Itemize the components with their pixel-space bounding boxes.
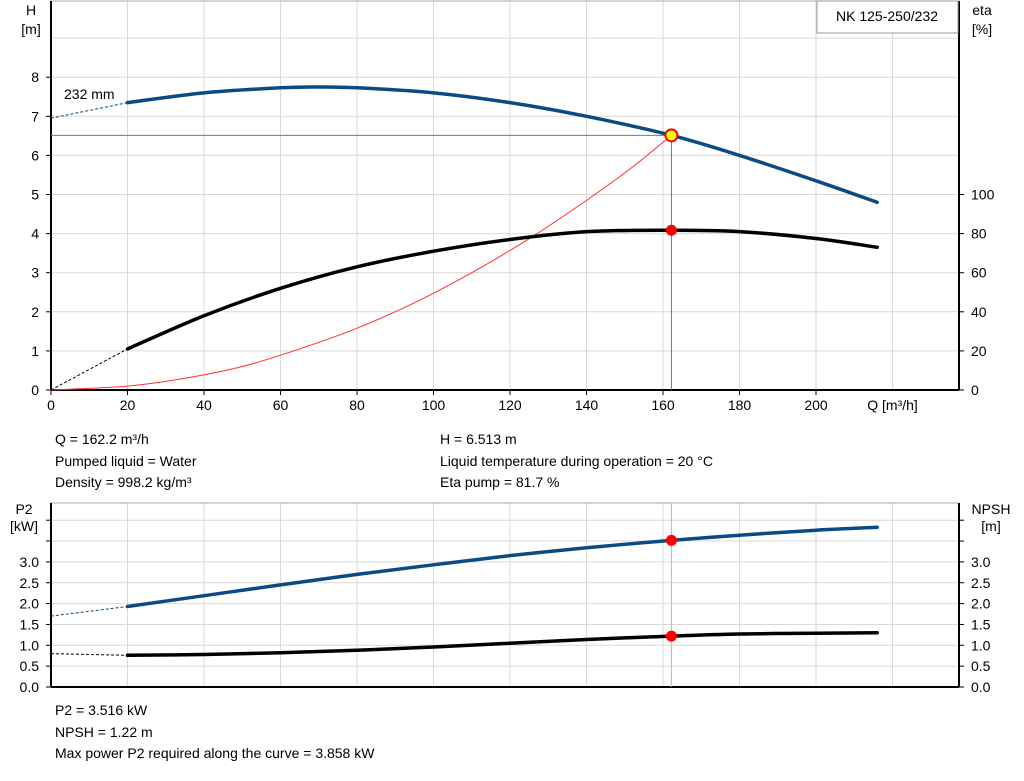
p2-tick-label: 3.0	[20, 554, 40, 570]
h-tick-label: 3	[31, 265, 39, 281]
h-tick-label: 2	[31, 304, 39, 320]
x-tick-label: 60	[273, 397, 289, 413]
eta-tick-label: 40	[971, 304, 987, 320]
h-axis-unit: [m]	[21, 21, 40, 37]
h-axis-name: H	[26, 2, 36, 18]
head-curve	[125, 85, 879, 205]
npsh-tick-label: 2.0	[971, 596, 991, 612]
h-tick-label: 6	[31, 147, 39, 163]
x-tick-label: 40	[196, 397, 212, 413]
p2-curve	[125, 525, 879, 609]
op-point-eta	[665, 224, 677, 236]
info-h: H = 6.513 m	[440, 431, 517, 447]
labels: 0 20 40 60 80 100 120 140 160 180 200 Q [m³/h]01234…	[10, 2, 1010, 695]
info-npsh: NPSH = 1.22 m	[55, 723, 153, 740]
x-tick-label: 100	[422, 397, 446, 413]
op-point-head	[664, 128, 679, 143]
eta-tick-label: 20	[971, 343, 987, 359]
system-curve	[50, 134, 672, 391]
eta-curve	[125, 228, 879, 351]
op-point-npsh	[665, 630, 677, 642]
info-q: Q = 162.2 m³/h	[55, 431, 149, 447]
npsh-tick-label: 2.5	[971, 575, 991, 591]
pump-title-box: NK 125-250/232	[816, 0, 959, 34]
h-tick-label: 8	[31, 69, 39, 85]
npsh-tick-label: 1.0	[971, 637, 991, 653]
npsh-axis-name: NPSH	[972, 501, 1011, 517]
info-density: Density = 998.2 kg/m³	[55, 474, 192, 490]
h-tick-label: 7	[31, 108, 39, 124]
p2-tick-label: 1.0	[20, 637, 40, 653]
info-temp: Liquid temperature during operation = 20…	[440, 452, 713, 469]
p2-axis-name: P2	[15, 501, 32, 517]
curve-label-232mm: 232 mm	[64, 86, 115, 102]
eta-axis-unit: [%]	[972, 21, 992, 37]
curves	[50, 85, 879, 687]
grid-bottom	[50, 502, 960, 688]
x-tick-label: 200	[804, 397, 828, 413]
op-point-p2	[665, 534, 677, 546]
axes	[46, 1, 964, 688]
h-tick-label: 4	[31, 226, 39, 242]
eta-tick-label: 60	[971, 265, 987, 281]
npsh-tick-label: 0.5	[971, 658, 991, 674]
eta-curve-extrapolated	[50, 348, 128, 391]
x-tick-label: 80	[349, 397, 365, 413]
x-tick-label: 140	[575, 397, 599, 413]
npsh-tick-label: 3.0	[971, 554, 991, 570]
x-tick-label: 20	[120, 397, 136, 413]
x-tick-label: 120	[498, 397, 522, 413]
x-tick-label: 160	[651, 397, 675, 413]
x-tick-label: 0	[47, 397, 55, 413]
npsh-curve-extrapolated	[50, 653, 128, 656]
info-bottom: P2 = 3.516 kW NPSH = 1.22 m Max power P2…	[55, 700, 374, 765]
h-tick-label: 1	[31, 343, 39, 359]
x-axis-label: Q [m³/h]	[867, 397, 918, 413]
p2-tick-label: 2.0	[20, 596, 40, 612]
p2-tick-label: 0.5	[20, 658, 40, 674]
npsh-tick-label: 0.0	[971, 679, 991, 695]
eta-tick-label: 0	[971, 382, 979, 398]
info-top-left: Q = 162.2 m³/h Pumped liquid = Water Den…	[55, 429, 197, 494]
h-tick-label: 0	[31, 382, 39, 398]
eta-axis-name: eta	[972, 2, 992, 18]
eta-tick-label: 80	[971, 226, 987, 242]
npsh-axis-unit: [m]	[981, 518, 1000, 534]
eta-tick-label: 100	[971, 187, 995, 203]
grid-top	[50, 0, 960, 391]
info-maxp2: Max power P2 required along the curve = …	[55, 745, 375, 761]
npsh-tick-label: 1.5	[971, 616, 991, 632]
p2-tick-label: 2.5	[20, 575, 40, 591]
p2-tick-label: 0.0	[20, 679, 40, 695]
plot-frame-top	[50, 0, 960, 391]
p2-tick-label: 1.5	[20, 616, 40, 632]
npsh-curve	[125, 631, 879, 658]
info-liquid: Pumped liquid = Water	[55, 452, 197, 469]
info-top-right: H = 6.513 m Liquid temperature during op…	[440, 429, 713, 494]
h-tick-label: 5	[31, 187, 39, 203]
p2-axis-unit: [kW]	[10, 518, 38, 534]
info-p2: P2 = 3.516 kW	[55, 702, 148, 718]
x-tick-label: 180	[728, 397, 752, 413]
pump-title: NK 125-250/232	[836, 8, 938, 24]
info-eta: Eta pump = 81.7 %	[440, 474, 560, 490]
p2-curve-extrapolated	[50, 606, 128, 617]
